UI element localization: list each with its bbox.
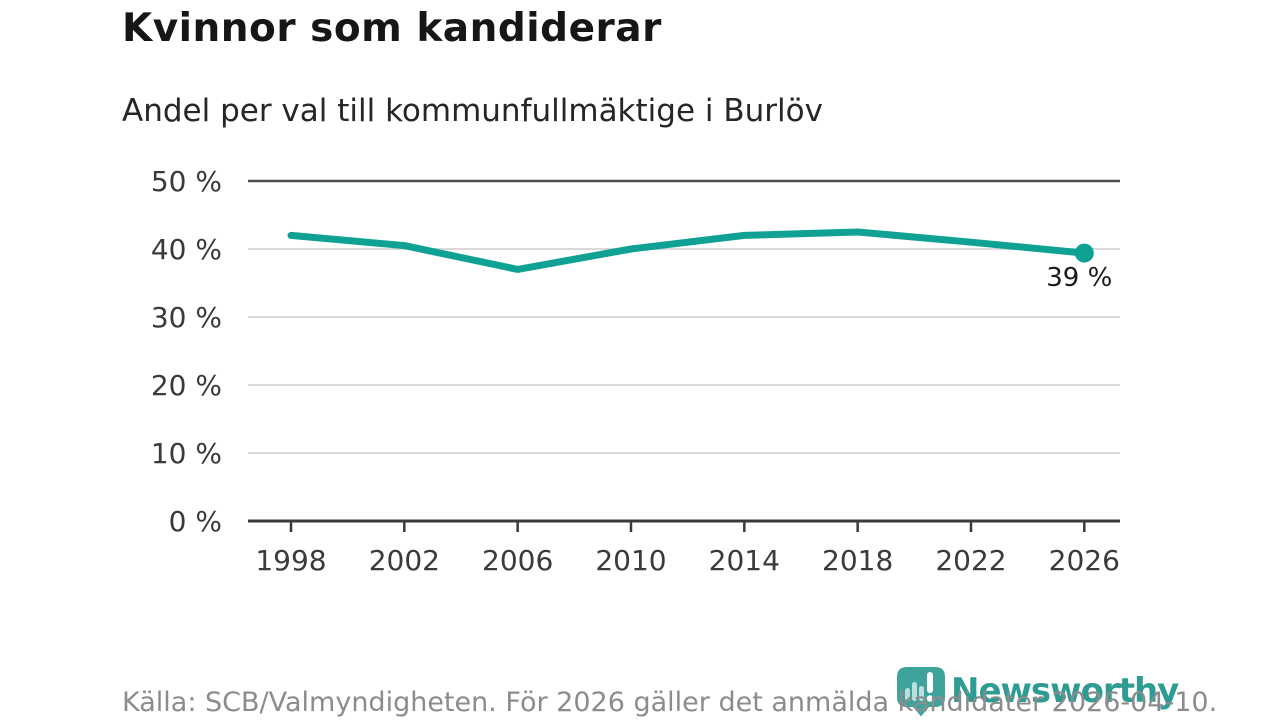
- x-axis-tick-label: 2018: [822, 544, 893, 577]
- y-axis-tick-label: 0 %: [169, 505, 222, 538]
- x-axis-tick-label: 2022: [935, 544, 1006, 577]
- last-point-label: 39 %: [1046, 263, 1112, 293]
- data-line: [287, 228, 1088, 273]
- newsworthy-logo-icon: [897, 667, 945, 717]
- x-axis-tick-label: 1998: [255, 544, 326, 577]
- x-axis-tick-label: 2002: [369, 544, 440, 577]
- logo-bar-1: [905, 688, 910, 701]
- x-axis-tick-label: 2010: [595, 544, 666, 577]
- source-text: Källa: SCB/Valmyndigheten. För 2026 gäll…: [122, 687, 1218, 718]
- y-axis-tick-label: 30 %: [151, 301, 222, 334]
- logo-exclamation-dot: [926, 695, 934, 702]
- chart-subtitle: Andel per val till kommunfullmäktige i B…: [122, 93, 823, 129]
- logo-bar-3: [919, 686, 924, 701]
- y-axis-tick-label: 10 %: [151, 437, 222, 470]
- y-axis-tick-label: 50 %: [151, 165, 222, 198]
- logo-exclamation-bar: [927, 672, 933, 693]
- newsworthy-wordmark: Newsworthy: [951, 671, 1179, 711]
- y-axis-tick-label: 40 %: [151, 233, 222, 266]
- last-point-marker: [1074, 243, 1094, 263]
- x-axis-tick-label: 2006: [482, 544, 553, 577]
- y-axis-tick-label: 20 %: [151, 369, 222, 402]
- logo-bar-2: [912, 682, 917, 701]
- x-axis-tick-label: 2014: [709, 544, 780, 577]
- page-title: Kvinnor som kandiderar: [122, 6, 662, 51]
- x-axis-tick-label: 2026: [1049, 544, 1120, 577]
